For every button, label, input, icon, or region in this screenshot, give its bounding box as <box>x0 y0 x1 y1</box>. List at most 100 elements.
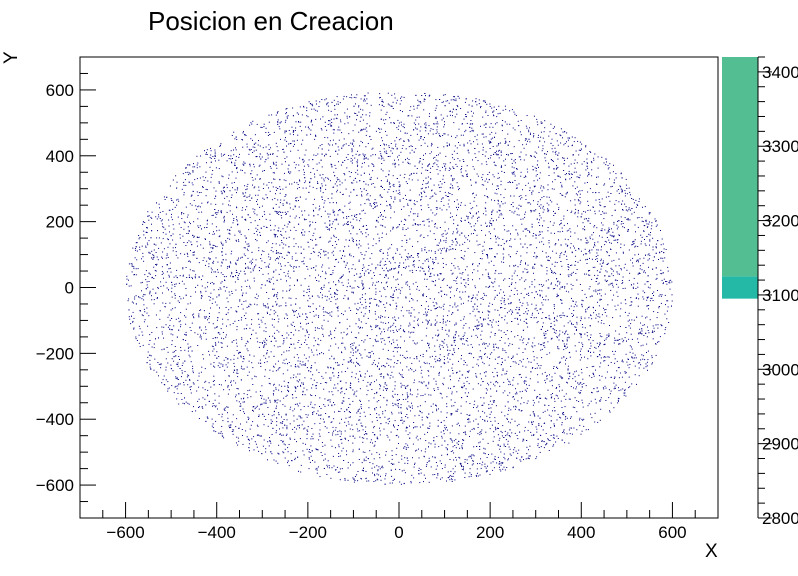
scatter-point <box>532 165 534 167</box>
scatter-point <box>319 145 321 147</box>
scatter-point <box>529 187 531 189</box>
scatter-point <box>209 258 210 260</box>
scatter-point <box>531 422 533 424</box>
scatter-point <box>284 211 286 213</box>
scatter-point <box>421 167 423 169</box>
scatter-point <box>565 250 566 252</box>
scatter-point <box>523 159 525 161</box>
scatter-point <box>188 403 190 405</box>
scatter-point <box>392 101 394 103</box>
scatter-point <box>417 325 419 327</box>
scatter-point <box>604 360 606 362</box>
scatter-point <box>456 214 457 216</box>
scatter-point <box>512 225 514 227</box>
scatter-point <box>519 339 521 341</box>
scatter-point <box>332 434 333 436</box>
scatter-point <box>347 361 349 363</box>
scatter-point <box>649 287 651 289</box>
scatter-point <box>323 206 325 208</box>
scatter-point <box>512 127 514 129</box>
scatter-point <box>333 402 334 403</box>
scatter-point <box>554 317 556 319</box>
scatter-point <box>198 386 200 388</box>
scatter-point <box>446 142 448 144</box>
scatter-point <box>476 104 478 106</box>
scatter-point <box>570 212 572 213</box>
scatter-point <box>531 210 533 212</box>
scatter-point <box>607 230 609 232</box>
scatter-point <box>451 344 453 346</box>
scatter-point <box>242 207 244 209</box>
scatter-point <box>403 140 404 142</box>
scatter-point <box>329 224 331 226</box>
scatter-point <box>258 414 260 416</box>
scatter-point <box>486 457 488 458</box>
scatter-point <box>163 285 165 287</box>
scatter-point <box>606 334 608 336</box>
scatter-point <box>455 332 457 334</box>
scatter-point <box>491 131 493 133</box>
scatter-point <box>397 394 399 396</box>
scatter-point <box>469 436 470 437</box>
scatter-point <box>481 230 483 231</box>
scatter-point <box>394 426 395 428</box>
scatter-point <box>483 184 485 186</box>
scatter-point <box>446 333 448 335</box>
scatter-point <box>455 244 457 246</box>
scatter-point <box>517 232 519 234</box>
scatter-point <box>248 245 250 247</box>
scatter-point <box>351 149 353 151</box>
scatter-point <box>299 415 301 417</box>
scatter-point <box>498 216 500 218</box>
scatter-point <box>409 322 411 324</box>
scatter-point <box>497 356 499 358</box>
scatter-point <box>594 421 596 423</box>
scatter-point <box>408 199 410 201</box>
scatter-point <box>568 398 570 400</box>
scatter-point <box>285 358 287 360</box>
scatter-point <box>393 211 395 213</box>
scatter-point <box>498 209 500 211</box>
scatter-point <box>370 297 372 299</box>
scatter-point <box>178 356 180 357</box>
scatter-point <box>215 226 217 228</box>
scatter-point <box>385 130 386 132</box>
scatter-point <box>185 172 187 173</box>
scatter-point <box>162 257 163 259</box>
scatter-point <box>354 124 356 126</box>
scatter-point <box>253 436 255 438</box>
scatter-point <box>551 272 552 273</box>
scatter-point <box>325 271 327 273</box>
scatter-point <box>170 329 172 331</box>
scatter-point <box>588 317 590 319</box>
scatter-point <box>428 481 430 483</box>
scatter-point <box>204 238 206 240</box>
scatter-point <box>509 110 511 112</box>
scatter-point <box>441 444 443 446</box>
scatter-point <box>533 115 535 117</box>
scatter-point <box>454 479 456 481</box>
scatter-point <box>612 317 614 319</box>
scatter-point <box>555 319 557 321</box>
scatter-point <box>493 115 495 117</box>
scatter-point <box>470 475 472 477</box>
scatter-point <box>480 317 481 319</box>
scatter-point <box>499 462 501 464</box>
scatter-point <box>531 367 533 369</box>
scatter-point <box>537 443 539 445</box>
scatter-point <box>546 202 548 204</box>
scatter-point <box>287 275 289 277</box>
scatter-point <box>291 183 293 185</box>
scatter-point <box>369 384 371 386</box>
scatter-point <box>128 298 130 300</box>
scatter-point <box>387 418 389 420</box>
scatter-point <box>475 181 477 183</box>
scatter-point <box>572 154 574 155</box>
scatter-point <box>196 167 198 169</box>
scatter-point <box>518 347 520 349</box>
scatter-point <box>226 211 228 213</box>
scatter-point <box>291 324 293 326</box>
scatter-point <box>143 234 145 236</box>
scatter-point <box>329 330 331 332</box>
scatter-point <box>561 194 563 196</box>
